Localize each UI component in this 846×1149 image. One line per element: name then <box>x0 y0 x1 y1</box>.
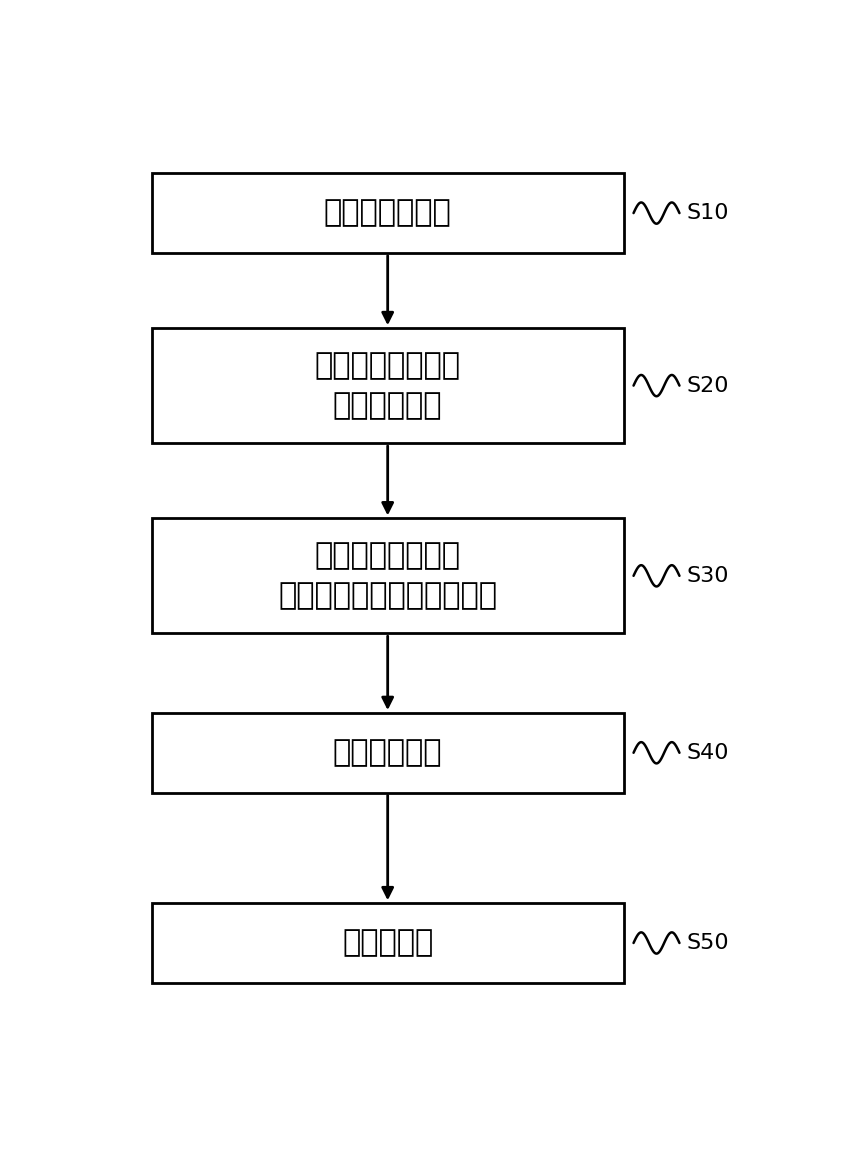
Text: S10: S10 <box>686 203 728 223</box>
Text: S30: S30 <box>686 565 728 586</box>
Text: 形成一电极: 形成一电极 <box>342 928 433 957</box>
Text: S20: S20 <box>686 376 728 395</box>
Text: S40: S40 <box>686 742 728 763</box>
Text: S50: S50 <box>686 933 728 953</box>
Text: 移除第一基板: 移除第一基板 <box>333 739 442 768</box>
Text: 提供一第一基板: 提供一第一基板 <box>324 199 452 228</box>
Text: 形成一发光磊晶层
于第一基板上: 形成一发光磊晶层 于第一基板上 <box>315 350 461 421</box>
Bar <box>151 518 624 633</box>
Bar <box>151 329 624 444</box>
Bar <box>151 903 624 982</box>
Bar <box>151 173 624 253</box>
Bar <box>151 712 624 793</box>
Text: 结合一第二基板于
发光磊晶层的一第一表面上: 结合一第二基板于 发光磊晶层的一第一表面上 <box>278 541 497 610</box>
